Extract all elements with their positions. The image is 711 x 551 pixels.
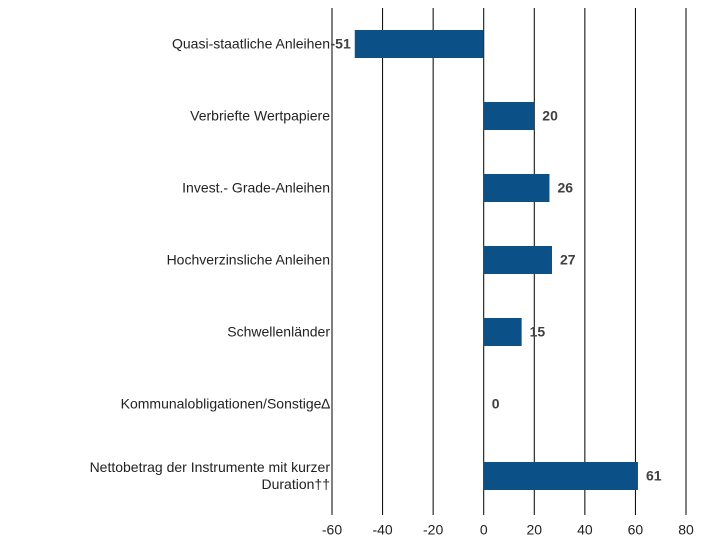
bar: [483, 246, 552, 274]
value-label: -51: [331, 36, 351, 52]
x-tick-label: 0: [480, 522, 488, 538]
bar: [483, 174, 550, 202]
x-tick-label: -20: [423, 522, 443, 538]
value-label: 20: [542, 108, 558, 124]
value-label: 15: [530, 324, 546, 340]
x-tick-label: -40: [372, 522, 392, 538]
x-tick-label: -60: [322, 522, 342, 538]
value-label: 61: [646, 468, 662, 484]
x-tick-label: 60: [628, 522, 644, 538]
value-label: 0: [492, 396, 500, 412]
x-tick-label: 80: [678, 522, 694, 538]
x-tick-label: 20: [526, 522, 542, 538]
value-label: 26: [557, 180, 573, 196]
category-label: Nettobetrag der Instrumente mit kurzer D…: [89, 459, 330, 492]
category-label: Invest.- Grade-Anleihen: [182, 179, 330, 196]
bar: [483, 462, 638, 490]
bar: [483, 318, 522, 346]
bar: [354, 30, 484, 58]
category-label: Kommunalobligationen/Sonstige∆: [120, 395, 330, 412]
category-label: Schwellenländer: [227, 323, 330, 340]
category-label: Quasi-staatliche Anleihen: [172, 35, 330, 52]
x-tick-label: 40: [577, 522, 593, 538]
category-label: Verbriefte Wertpapiere: [190, 107, 330, 124]
bar: [483, 102, 535, 130]
category-label: Hochverzinsliche Anleihen: [166, 251, 330, 268]
value-label: 27: [560, 252, 576, 268]
